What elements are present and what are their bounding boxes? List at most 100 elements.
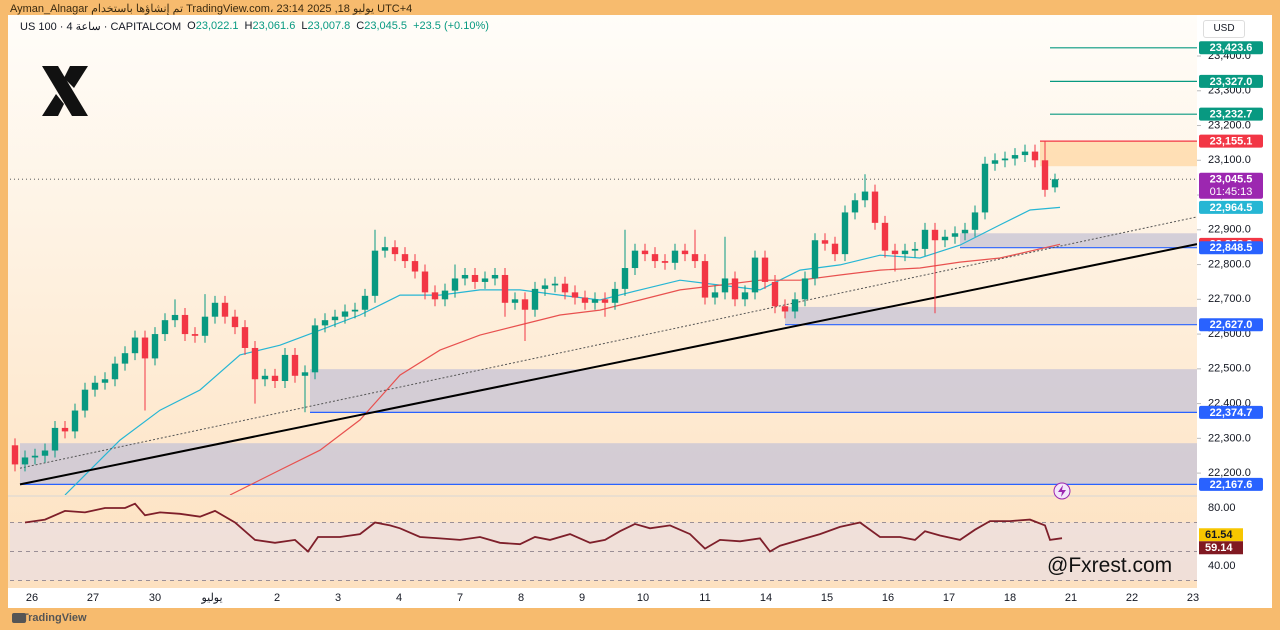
x-tick-label: 23 bbox=[1187, 592, 1199, 604]
candle-body bbox=[721, 278, 729, 293]
candle-body bbox=[791, 299, 799, 312]
ohlc-value: 23,022.1 bbox=[195, 20, 239, 32]
price-label-box bbox=[1199, 41, 1263, 55]
candle-body bbox=[391, 247, 399, 255]
x-tick-label: 30 bbox=[149, 592, 161, 604]
x-tick-label: 17 bbox=[943, 592, 955, 604]
candle-body bbox=[581, 297, 589, 303]
candle-body bbox=[51, 427, 59, 451]
candle-body bbox=[361, 295, 369, 310]
candle-body bbox=[171, 314, 179, 321]
candle-body bbox=[921, 229, 929, 249]
x-tick-label: 2 bbox=[274, 592, 280, 604]
candle-body bbox=[751, 257, 759, 293]
candle-body bbox=[331, 316, 339, 321]
brand: TradingView bbox=[22, 612, 87, 624]
candle-body bbox=[321, 320, 329, 326]
price-label-box bbox=[1199, 107, 1263, 121]
y-tick-label: 22,300.0 bbox=[1208, 432, 1251, 444]
candle-body bbox=[31, 455, 39, 458]
symbol[interactable]: US 100 · 4 ساعة · CAPITALCOM bbox=[20, 21, 182, 33]
candle-body bbox=[951, 233, 959, 237]
countdown: 01:45:13 bbox=[1210, 186, 1253, 198]
candle-body bbox=[981, 163, 989, 213]
x-tick-label: 11 bbox=[699, 592, 710, 604]
candle-body bbox=[531, 288, 539, 310]
price-label: 22,848.5 bbox=[1210, 242, 1253, 254]
price-label: 22,627.0 bbox=[1210, 319, 1253, 331]
rsi-label: 59.14 bbox=[1205, 542, 1233, 554]
zone bbox=[1040, 141, 1197, 167]
main-pane bbox=[10, 47, 1197, 495]
candle-body bbox=[371, 250, 379, 296]
candle-body bbox=[71, 410, 79, 432]
candle-body bbox=[21, 457, 29, 465]
price-label: 22,167.6 bbox=[1210, 479, 1253, 491]
moving-average bbox=[64, 206, 1061, 495]
x-tick-label: 15 bbox=[821, 592, 833, 604]
price-label-box bbox=[1199, 200, 1263, 214]
y-tick-label: 22,200.0 bbox=[1208, 467, 1251, 479]
candle-body bbox=[691, 254, 699, 262]
candle-body bbox=[1041, 160, 1049, 190]
logo bbox=[42, 66, 88, 116]
y-tick-label: 80.00 bbox=[1208, 502, 1236, 514]
trendline bbox=[19, 216, 1197, 469]
candle-body bbox=[611, 288, 619, 303]
x-tick-label: 14 bbox=[760, 592, 772, 604]
x-tick-label: 7 bbox=[457, 592, 463, 604]
x-tick-label: 3 bbox=[335, 592, 341, 604]
candle-body bbox=[461, 274, 469, 279]
candle-body bbox=[111, 363, 119, 380]
candle-body bbox=[571, 292, 579, 298]
x-tick-label: 21 bbox=[1065, 592, 1077, 604]
ohlc-value: 23,045.5 bbox=[364, 20, 408, 32]
x-tick-label: 10 bbox=[637, 592, 649, 604]
time-axis bbox=[8, 588, 1272, 608]
candle-body bbox=[701, 261, 709, 298]
candle-body bbox=[891, 250, 899, 255]
candle-body bbox=[631, 250, 639, 269]
candle-body bbox=[761, 257, 769, 282]
ohlc-label: H bbox=[244, 20, 253, 32]
alert-icon bbox=[1058, 485, 1066, 497]
candle-body bbox=[281, 354, 289, 381]
zone bbox=[20, 443, 1197, 485]
candle-body bbox=[161, 320, 169, 335]
x-tick-label: 27 bbox=[87, 592, 99, 604]
price-label: 23,045.5 bbox=[1210, 174, 1253, 186]
price-label-box bbox=[1199, 172, 1263, 199]
trendline bbox=[19, 243, 1197, 486]
zone bbox=[785, 306, 1197, 325]
y-tick-label: 22,900.0 bbox=[1208, 224, 1251, 236]
candle-body bbox=[311, 325, 319, 373]
candle-body bbox=[741, 292, 749, 300]
ohlc-label: C bbox=[356, 20, 365, 32]
zone bbox=[310, 369, 1197, 413]
y-tick-label: 22,500.0 bbox=[1208, 363, 1251, 375]
x-tick-label: 22 bbox=[1126, 592, 1138, 604]
candle-body bbox=[1001, 158, 1009, 161]
candle-body bbox=[851, 200, 859, 213]
rsi-pane bbox=[10, 502, 1197, 581]
candle-body bbox=[481, 278, 489, 282]
currency[interactable]: USD bbox=[1203, 20, 1245, 38]
candle-body bbox=[511, 299, 519, 303]
candle-body bbox=[231, 316, 239, 328]
price-label: 23,423.6 bbox=[1210, 42, 1253, 54]
y-tick-label: 22,700.0 bbox=[1208, 293, 1251, 305]
candle-body bbox=[821, 240, 829, 244]
rsi-label-box bbox=[1199, 528, 1243, 542]
candle-body bbox=[341, 311, 349, 317]
candle-body bbox=[421, 271, 429, 293]
candle-body bbox=[781, 306, 789, 312]
candle-body bbox=[451, 278, 459, 291]
candle-body bbox=[471, 274, 479, 282]
candle-body bbox=[151, 334, 159, 359]
candle-body bbox=[431, 292, 439, 300]
rsi-label: 61.54 bbox=[1205, 529, 1233, 541]
candle-body bbox=[101, 379, 109, 383]
candle-body bbox=[591, 299, 599, 303]
candle-body bbox=[1031, 151, 1039, 161]
